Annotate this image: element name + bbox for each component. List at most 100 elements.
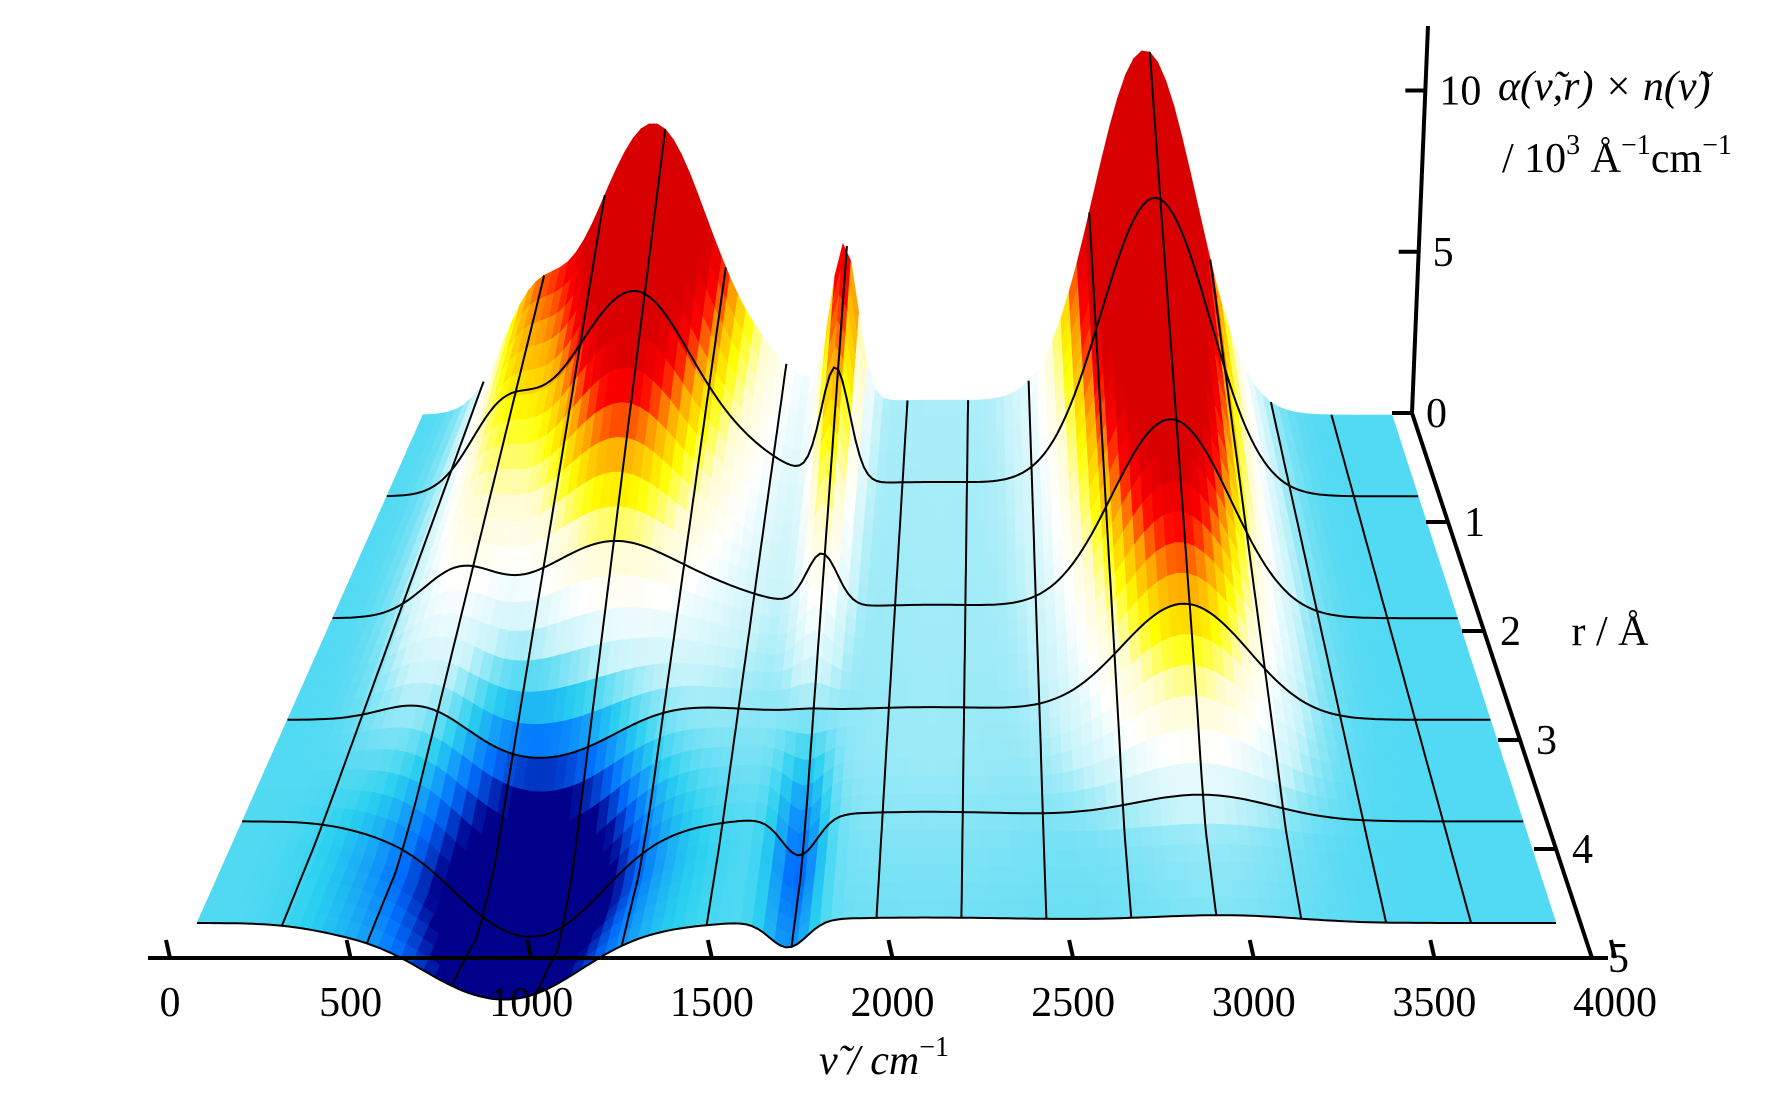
surface-cell bbox=[1030, 775, 1043, 796]
surface-cell bbox=[1063, 811, 1077, 832]
surface-cell bbox=[896, 724, 909, 742]
surface-cell bbox=[1086, 830, 1099, 850]
surface-cell bbox=[905, 570, 916, 589]
surface-cell bbox=[945, 450, 956, 469]
surface-cell bbox=[1021, 830, 1034, 850]
surface-cell bbox=[862, 639, 875, 658]
surface-cell bbox=[874, 605, 887, 624]
surface-cell bbox=[998, 689, 1010, 708]
surface-cell bbox=[854, 742, 867, 761]
surface-cell bbox=[1147, 768, 1161, 801]
surface-cell bbox=[912, 847, 925, 866]
surface-cell bbox=[889, 864, 902, 884]
surface-cell bbox=[988, 483, 998, 503]
surface-cell bbox=[914, 570, 925, 589]
surface-cell bbox=[873, 501, 885, 521]
surface-cell bbox=[866, 587, 878, 606]
surface-cell bbox=[1010, 812, 1023, 832]
surface-cell bbox=[979, 450, 989, 469]
surface-cell bbox=[1045, 901, 1059, 920]
surface-cell bbox=[947, 723, 960, 742]
x-tick-mark bbox=[164, 939, 172, 959]
surface-cell bbox=[910, 882, 924, 901]
surface-cell bbox=[1093, 759, 1106, 788]
surface-cell bbox=[1132, 864, 1146, 884]
surface-cell bbox=[1127, 801, 1141, 829]
surface-cell bbox=[867, 707, 880, 726]
surface-cell bbox=[911, 451, 922, 469]
surface-cell bbox=[915, 757, 928, 777]
surface-cell bbox=[926, 757, 938, 777]
z-axis-title-line1: α(ν̃,r) × n(ν̃) bbox=[1498, 64, 1713, 110]
surface-cell bbox=[878, 553, 890, 572]
surface-cell bbox=[988, 707, 1000, 726]
surface-cell bbox=[851, 776, 865, 797]
surface-cell bbox=[954, 416, 965, 435]
surface-cell bbox=[914, 793, 927, 813]
surface-cell bbox=[998, 655, 1010, 674]
surface-cell bbox=[1004, 392, 1014, 414]
surface-cell bbox=[968, 707, 980, 726]
surface-cell bbox=[1000, 883, 1013, 902]
surface-cell bbox=[1007, 619, 1019, 639]
surface-cell bbox=[900, 864, 913, 884]
surface-cell bbox=[989, 865, 1002, 884]
surface-cell bbox=[1022, 883, 1035, 902]
surface-cell bbox=[920, 433, 931, 452]
surface-cell bbox=[889, 399, 900, 418]
surface-cell bbox=[1055, 883, 1069, 902]
surface-cell bbox=[988, 672, 1000, 691]
surface-cell bbox=[910, 655, 922, 674]
surface-cell bbox=[1053, 812, 1066, 833]
surface-cell bbox=[1017, 634, 1029, 655]
surface-cell bbox=[1099, 865, 1113, 885]
surface-cell bbox=[848, 812, 862, 833]
surface-cell bbox=[969, 587, 980, 606]
surface-cell bbox=[1126, 774, 1140, 805]
surface-cell bbox=[1041, 793, 1054, 814]
surface-cell bbox=[927, 723, 939, 742]
surface-cell bbox=[967, 864, 979, 884]
r-tick-label: 1 bbox=[1464, 500, 1485, 546]
surface-cell bbox=[987, 414, 997, 434]
r-tick-label: 5 bbox=[1608, 936, 1629, 982]
surface-cell bbox=[988, 741, 1001, 760]
surface-cell bbox=[863, 622, 876, 641]
x-tick-label: 3000 bbox=[1212, 980, 1296, 1026]
surface-cell bbox=[922, 864, 935, 883]
surface-cell bbox=[913, 416, 924, 435]
surface-cell bbox=[854, 882, 868, 902]
surface-cell bbox=[978, 758, 990, 777]
surface-cell bbox=[881, 397, 892, 418]
surface-cell bbox=[844, 865, 858, 885]
surface-cell bbox=[1010, 848, 1023, 867]
surface-cell bbox=[1107, 829, 1121, 849]
surface-cell bbox=[1154, 863, 1168, 882]
surface-cell bbox=[915, 553, 926, 572]
surface-cell bbox=[832, 883, 846, 904]
surface-cell bbox=[999, 794, 1012, 814]
surface-cell bbox=[944, 899, 957, 919]
surface-cell bbox=[979, 518, 990, 537]
surface-cell bbox=[970, 536, 981, 555]
surface-cell bbox=[880, 415, 891, 435]
surface-cell bbox=[1067, 883, 1080, 902]
surface-cell bbox=[1066, 866, 1079, 885]
surface-cell bbox=[871, 656, 883, 675]
surface-cell bbox=[1040, 737, 1052, 758]
surface-cell bbox=[945, 829, 958, 848]
surface-cell bbox=[919, 672, 931, 691]
surface-cell bbox=[948, 706, 960, 725]
surface-cell bbox=[966, 882, 979, 901]
surface-cell bbox=[940, 621, 952, 640]
surface-cell bbox=[988, 604, 999, 623]
x-tick-label: 500 bbox=[319, 980, 382, 1026]
surface-cell bbox=[855, 725, 868, 744]
surface-cell bbox=[978, 776, 990, 796]
surface-cell bbox=[996, 499, 1007, 519]
surface-cell bbox=[999, 776, 1011, 796]
x-tick-label: 4000 bbox=[1573, 980, 1657, 1026]
surface-cell bbox=[876, 588, 888, 606]
surface-cell bbox=[979, 604, 990, 623]
surface-cell bbox=[865, 724, 879, 743]
